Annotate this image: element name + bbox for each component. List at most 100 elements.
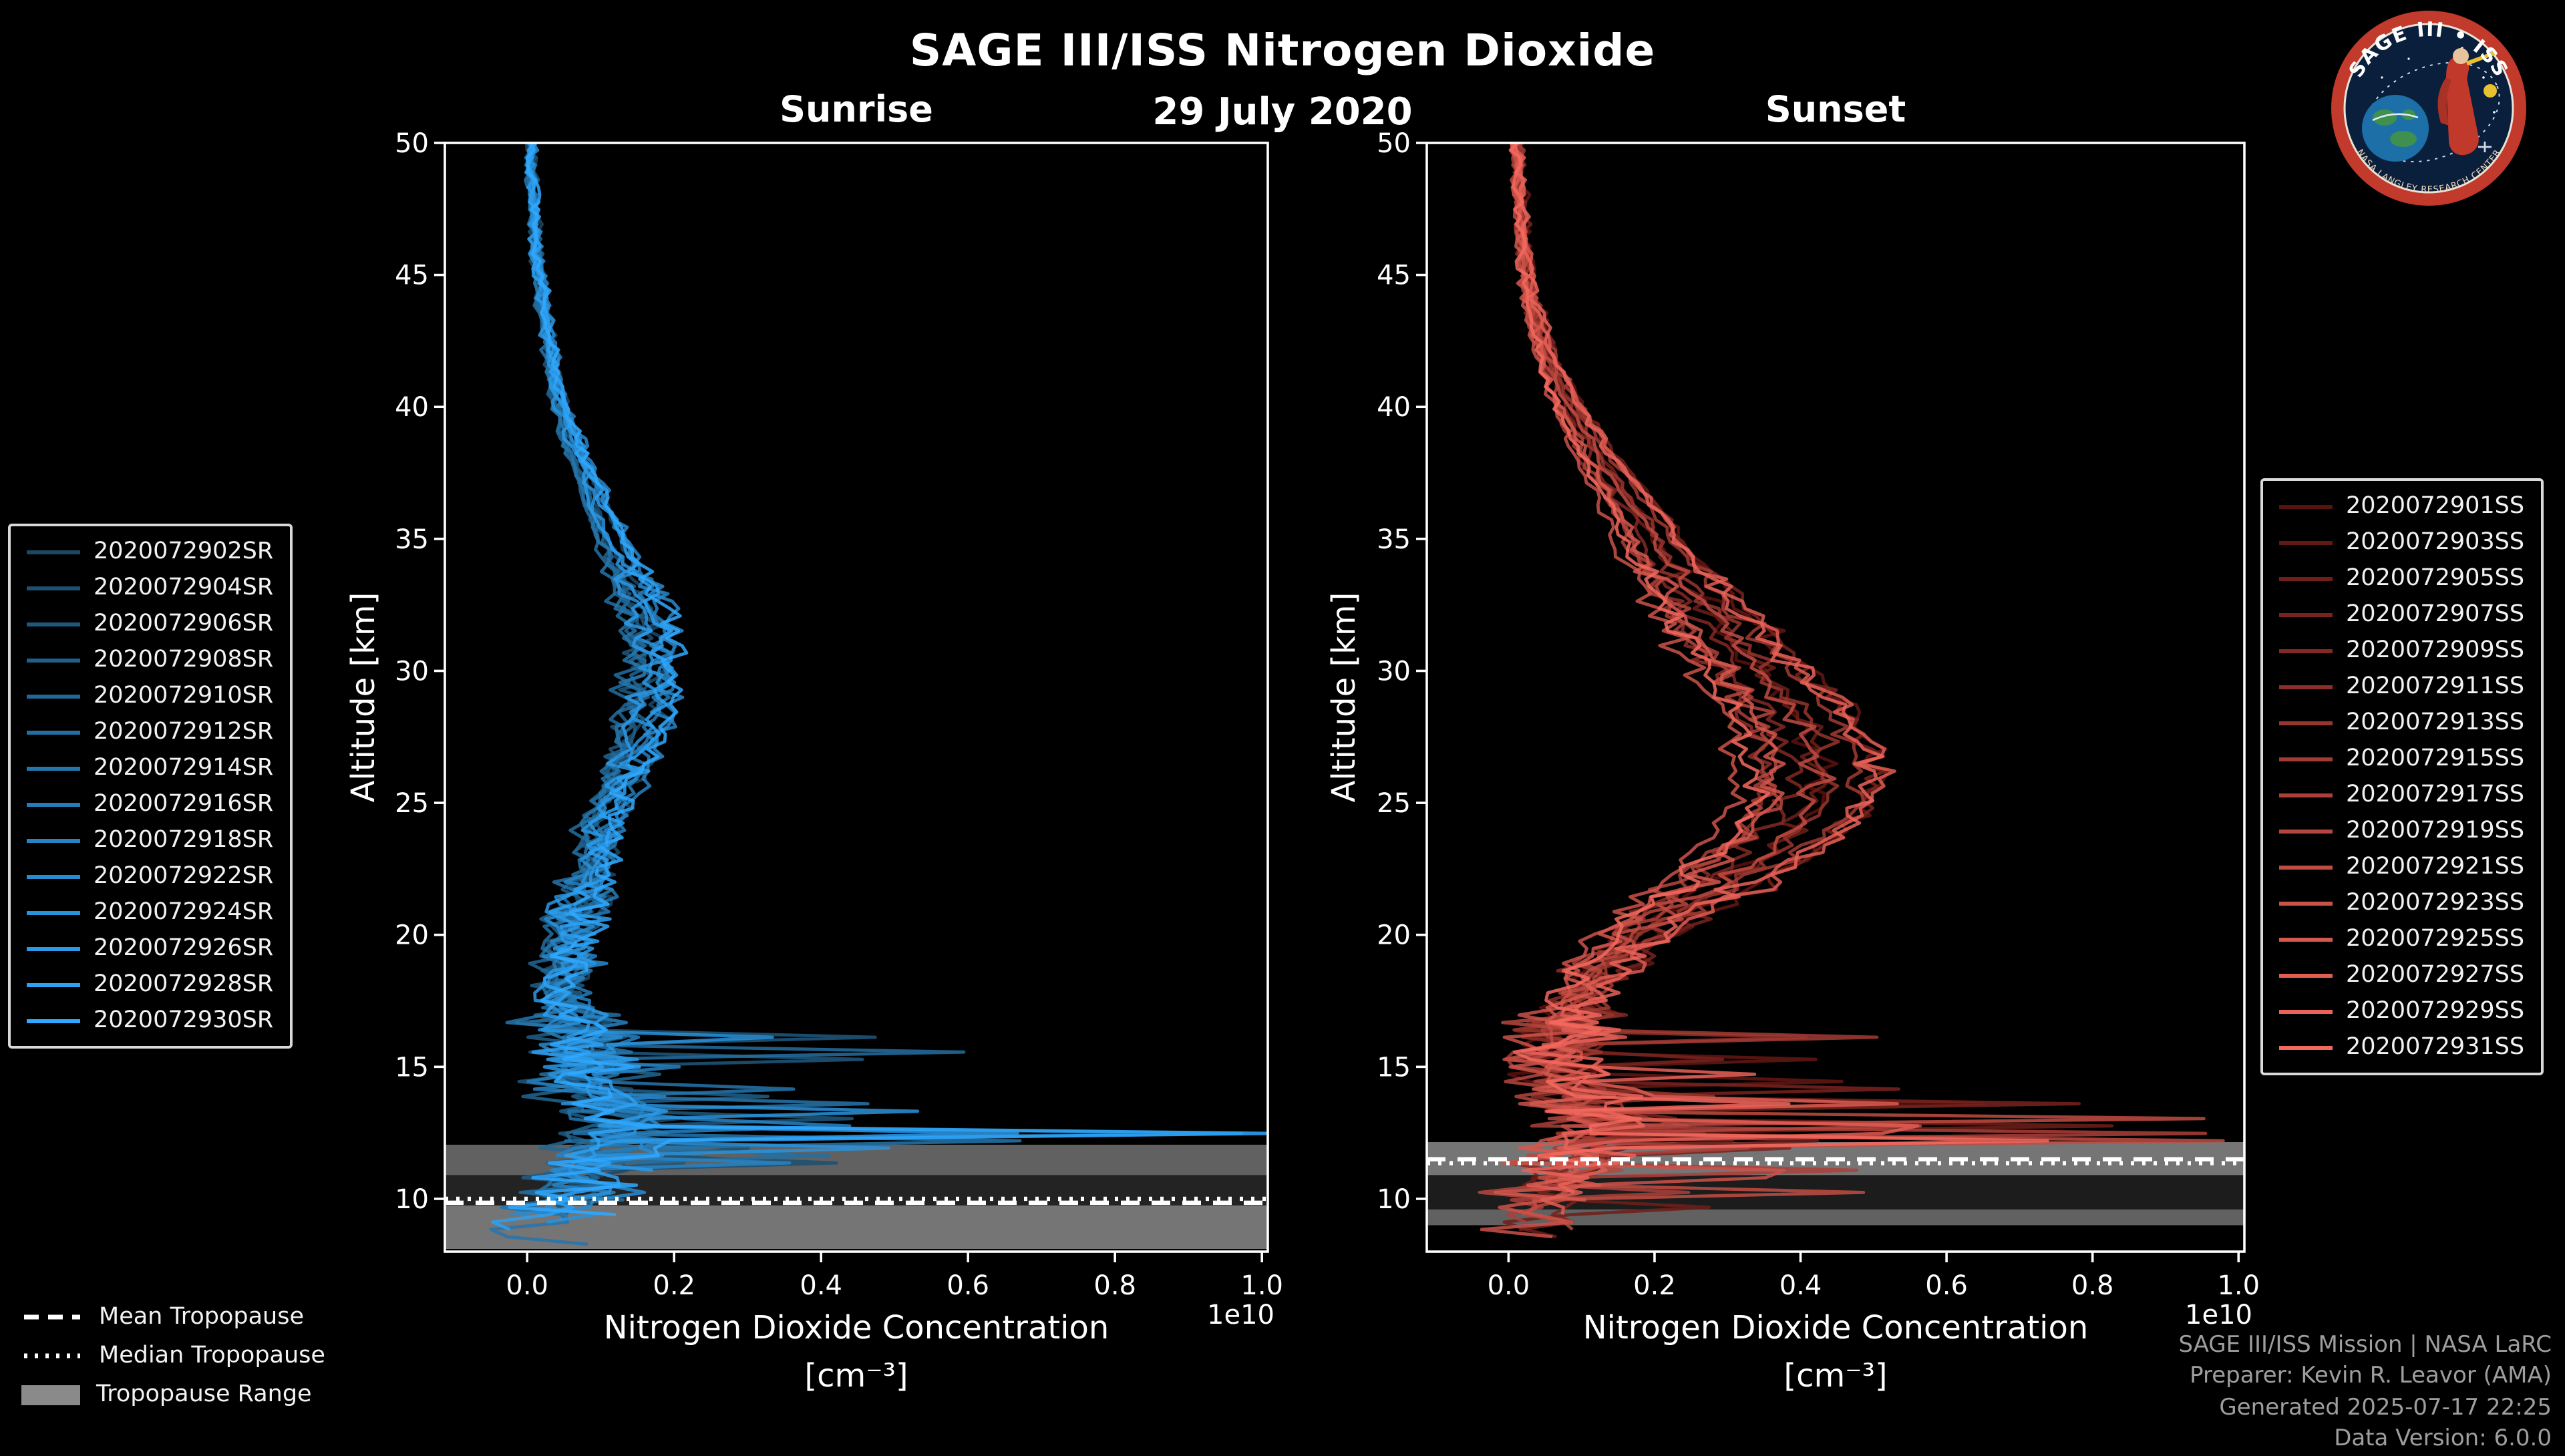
x-tick-label: 0.0 (1488, 1270, 1530, 1301)
y-tick-label: 20 (395, 920, 429, 951)
legend-label: 2020072913SS (2346, 709, 2525, 736)
legend-label: 2020072907SS (2346, 601, 2525, 628)
legend-label: 2020072927SS (2346, 962, 2525, 988)
legend-label: 2020072908SR (94, 647, 274, 673)
earth-clouds (2372, 113, 2419, 122)
legend-item-2020072919SS: 2020072919SS (2279, 817, 2524, 844)
x-tick-label: 1.0 (2217, 1270, 2260, 1301)
legend-label: 2020072902SR (94, 538, 274, 565)
legend-label: 2020072929SS (2346, 998, 2525, 1025)
y-tick-label: 10 (1377, 1184, 1411, 1215)
legend-item-2020072921SS: 2020072921SS (2279, 854, 2524, 880)
series-color-swatch (2279, 576, 2333, 580)
legend-item-2020072918SR: 2020072918SR (27, 827, 273, 854)
series-color-swatch (2279, 865, 2333, 869)
series-line-2020072907SS (1513, 143, 2081, 1232)
footer-preparer: Preparer: Kevin R. Leavor (AMA) (2190, 1362, 2552, 1390)
sunrise-y-axis-label: Altitude [km] (345, 592, 382, 803)
legend-item-2020072925SS: 2020072925SS (2279, 926, 2524, 952)
legend-item-2020072904SR: 2020072904SR (27, 574, 273, 601)
legend-label: 2020072917SS (2346, 781, 2525, 808)
median-tropopause-legend-item: Median Tropopause (21, 1342, 325, 1369)
legend-label: 2020072914SR (94, 755, 274, 781)
legend-item-2020072907SS: 2020072907SS (2279, 601, 2524, 628)
legend-label: 2020072918SR (94, 827, 274, 854)
series-color-swatch (27, 550, 80, 554)
legend-label: 2020072909SS (2346, 637, 2525, 664)
legend-label: 2020072910SR (94, 683, 274, 709)
sunrise-panel-title: Sunrise (780, 89, 933, 131)
x-tick-label: 0.4 (800, 1270, 842, 1301)
x-tick-label: 0.4 (1779, 1270, 1822, 1301)
legend-label: 2020072923SS (2346, 890, 2525, 916)
iss-icon (2478, 142, 2492, 152)
x-tick-label: 0.2 (1633, 1270, 1676, 1301)
series-color-swatch (27, 802, 80, 806)
series-color-swatch (27, 586, 80, 590)
mission-logo: SAGE III • ISS NASA LANGLEY RESEARCH CEN… (2331, 11, 2526, 206)
sunset-y-axis-label: Altitude [km] (1325, 592, 1363, 803)
series-color-swatch (27, 730, 80, 734)
series-color-swatch (2279, 937, 2333, 941)
legend-label: 2020072919SS (2346, 817, 2525, 844)
legend-item-2020072909SS: 2020072909SS (2279, 637, 2524, 664)
sunrise-legend: 2020072902SR 2020072904SR 2020072906SR 2020… (8, 524, 293, 1049)
legend-item-2020072924SR: 2020072924SR (27, 899, 273, 926)
sunset-x-axis-label: Nitrogen Dioxide Concentration (1582, 1309, 2089, 1346)
series-color-swatch (2279, 757, 2333, 761)
legend-label: 2020072924SR (94, 899, 274, 926)
sunrise-plot: 0.0 0.2 0.4 0.6 0.8 1.0 10 15 20 25 30 35 40 45 50 (395, 128, 1283, 1301)
series-color-swatch (2279, 793, 2333, 797)
sunset-plot: 0.0 0.2 0.4 0.6 0.8 1.0 10 15 20 25 30 35 40 45 50 (1377, 128, 2260, 1301)
series-color-swatch (27, 766, 80, 770)
series-line-2020072930SR (508, 143, 1268, 1216)
legend-label: 2020072911SS (2346, 673, 2525, 700)
legend-label: 2020072915SS (2346, 745, 2525, 772)
legend-label: 2020072921SS (2346, 854, 2525, 880)
tropopause-range-label: Tropopause Range (96, 1381, 312, 1408)
legend-label: 2020072930SR (94, 1007, 274, 1034)
legend-item-2020072915SS: 2020072915SS (2279, 745, 2524, 772)
series-color-swatch (2279, 540, 2333, 544)
series-line-2020072922SR (509, 143, 685, 1216)
axes-frame (1425, 142, 2246, 1253)
legend-item-2020072922SR: 2020072922SR (27, 863, 273, 890)
y-tick-label: 25 (395, 788, 429, 819)
series-color-swatch (27, 622, 80, 626)
mean-tropopause-legend-item: Mean Tropopause (21, 1304, 325, 1330)
series-color-swatch (27, 946, 80, 950)
legend-item-2020072912SR: 2020072912SR (27, 719, 273, 745)
y-tick-label: 50 (1377, 128, 1411, 159)
x-tick-label: 0.6 (947, 1270, 989, 1301)
y-tick-label: 35 (1377, 524, 1411, 555)
legend-item-2020072902SR: 2020072902SR (27, 538, 273, 565)
legend-item-2020072928SR: 2020072928SR (27, 971, 273, 998)
legend-item-2020072926SR: 2020072926SR (27, 935, 273, 962)
x-tick-label: 0.2 (653, 1270, 695, 1301)
series-color-swatch (27, 1019, 80, 1023)
legend-item-2020072910SR: 2020072910SR (27, 683, 273, 709)
legend-label: 2020072925SS (2346, 926, 2525, 952)
legend-label: 2020072926SR (94, 935, 274, 962)
legend-label: 2020072928SR (94, 971, 274, 998)
figure-title: SAGE III/ISS Nitrogen Dioxide (909, 24, 1656, 76)
y-tick-label: 50 (395, 128, 429, 159)
legend-label: 2020072901SS (2346, 493, 2525, 520)
footer-credits: SAGE III/ISS Mission | NASA LaRC Prepare… (2178, 1330, 2552, 1456)
series-color-swatch (27, 910, 80, 914)
x-tick-label: 0.6 (1925, 1270, 1968, 1301)
legend-item-2020072913SS: 2020072913SS (2279, 709, 2524, 736)
y-tick-label: 40 (1377, 392, 1411, 423)
x-tick-label: 0.8 (2071, 1270, 2114, 1301)
legend-item-2020072908SR: 2020072908SR (27, 647, 273, 673)
tropopause-range-band (1427, 1209, 2244, 1226)
series-color-swatch (2279, 685, 2333, 689)
legend-label: 2020072916SR (94, 791, 274, 817)
legend-item-2020072906SR: 2020072906SR (27, 610, 273, 637)
angel-icon (2437, 48, 2496, 156)
legend-label: 2020072905SS (2346, 565, 2525, 592)
series-color-swatch (2279, 721, 2333, 725)
series-color-swatch (2279, 901, 2333, 905)
series-color-swatch (27, 982, 80, 986)
